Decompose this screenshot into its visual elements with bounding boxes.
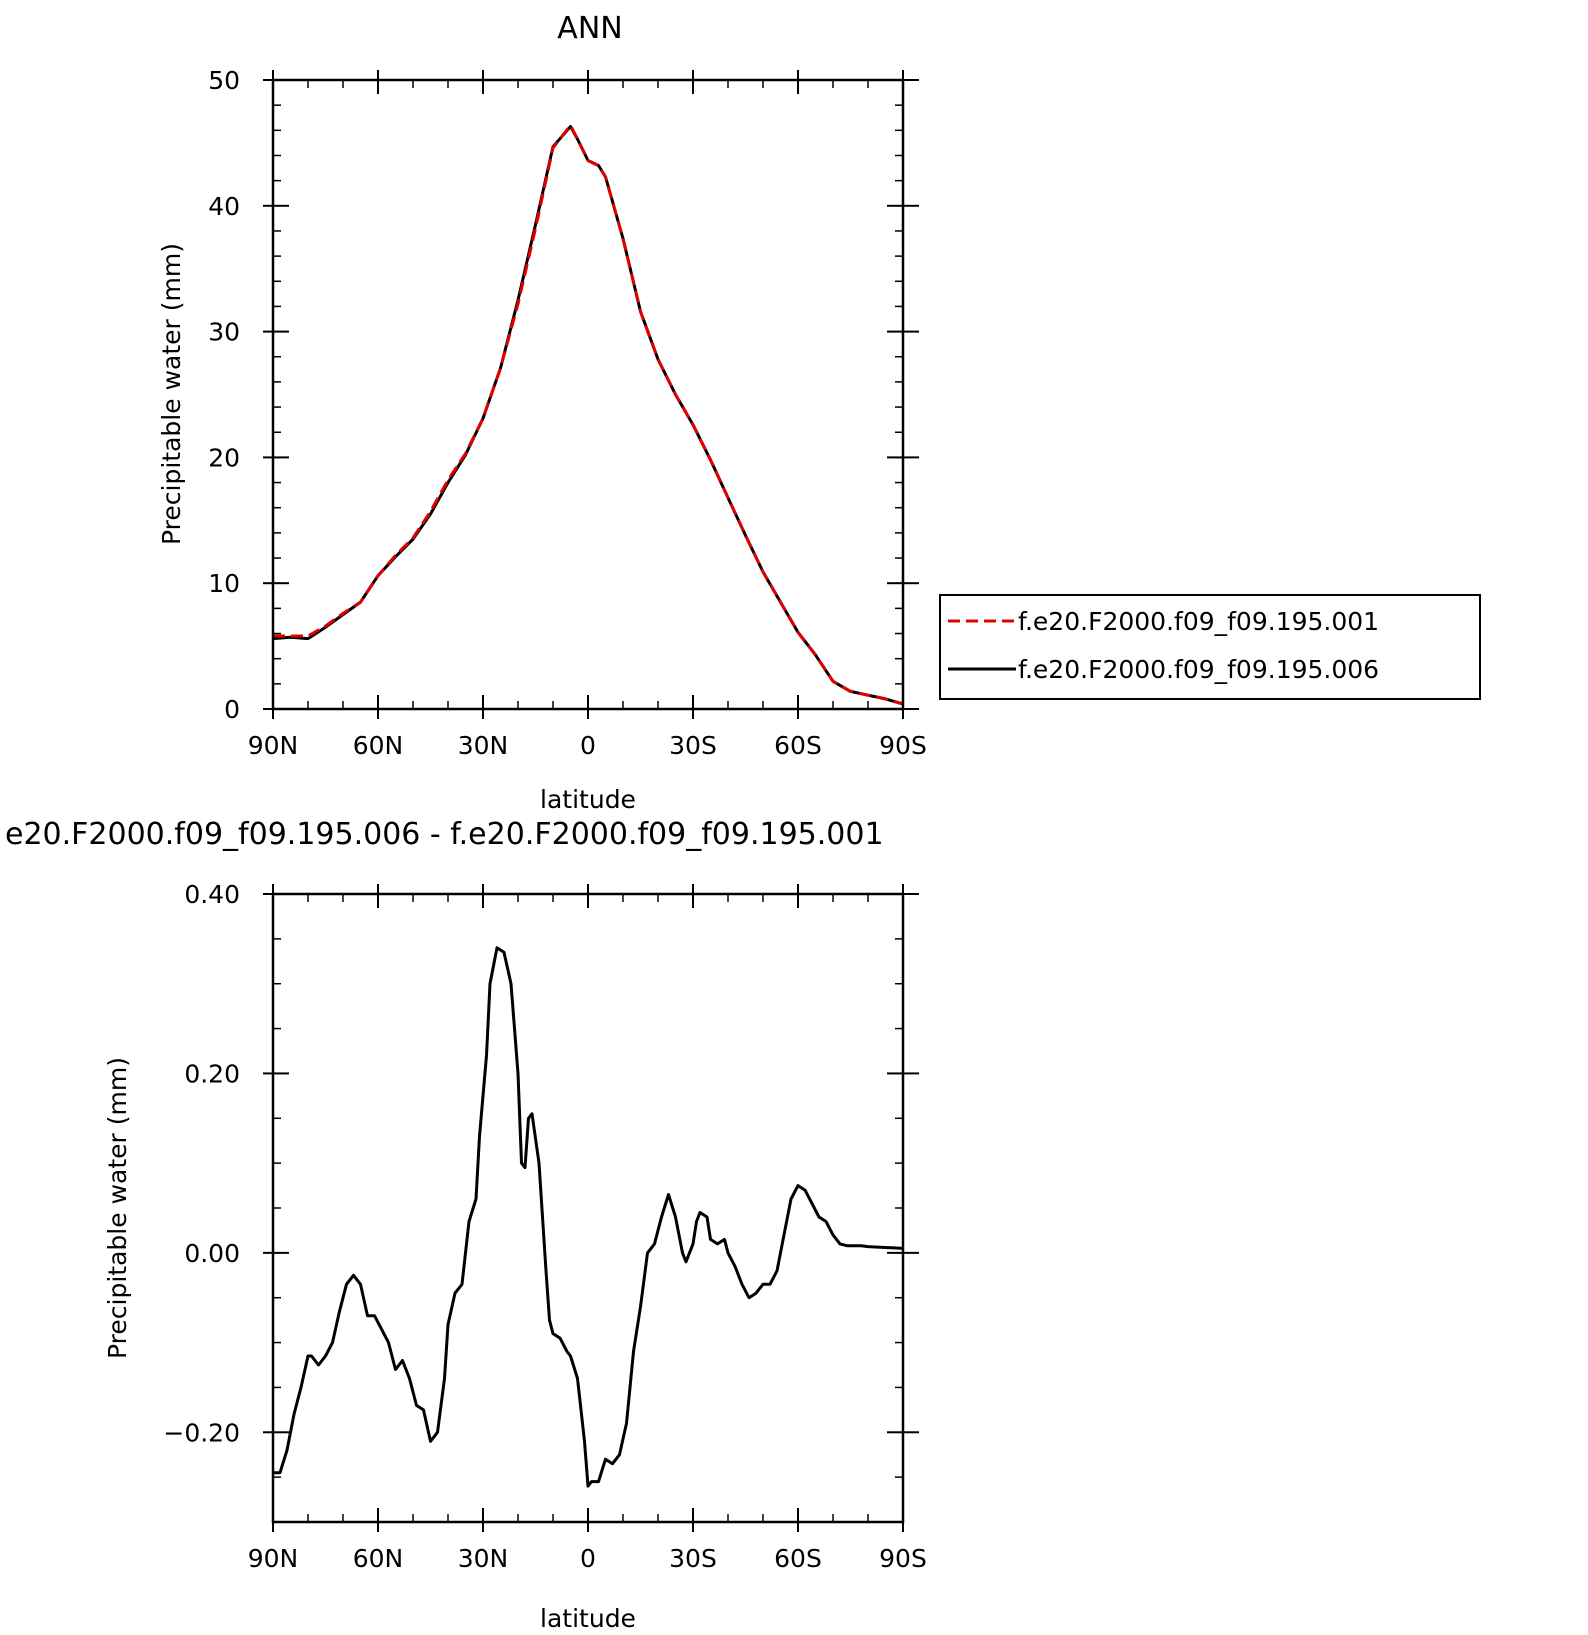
top-x-tick-label: 60S [774,731,822,760]
legend: f.e20.F2000.f09_f09.195.001 f.e20.F2000.… [939,594,1481,700]
top-panel: ANN 90N 60N 30N 0 30S 60S 90S 0 10 20 30 40 50 latit… [157,11,1481,814]
bottom-x-axis-label: latitude [540,1604,636,1633]
top-y-tick-label: 0 [224,695,240,724]
bottom-x-tick-label: 0 [580,1544,596,1573]
top-x-tick-label: 30S [669,731,717,760]
top-ticks [263,70,919,719]
top-y-tick-label: 10 [208,569,240,598]
bottom-x-tick-label: 90S [879,1544,927,1573]
top-y-tick-label: 50 [208,66,240,95]
bottom-y-tick-label: 0.00 [184,1239,240,1268]
bottom-x-tick-label: 60S [774,1544,822,1573]
bottom-x-tick-label: 30N [458,1544,509,1573]
bottom-tick-labels: 90N 60N 30N 0 30S 60S 90S 0.40 0.20 0.00 −0.20 [163,880,926,1573]
legend-label-series-2: f.e20.F2000.f09_f09.195.006 [1018,655,1379,684]
top-y-tick-label: 20 [208,443,240,472]
top-x-tick-label: 60N [353,731,404,760]
top-series-lines [272,123,904,706]
bottom-x-tick-label: 60N [353,1544,404,1573]
top-x-tick-label: 90S [879,731,927,760]
top-x-tick-label: 0 [580,731,596,760]
bottom-y-tick-label: 0.40 [184,880,240,909]
top-y-axis-label: Precipitable water (mm) [157,243,186,545]
bottom-x-tick-label: 30S [669,1544,717,1573]
top-x-tick-label: 90N [248,731,299,760]
legend-box [939,594,1481,700]
top-x-tick-label: 30N [458,731,509,760]
bottom-chart-title: e20.F2000.f09_f09.195.006 - f.e20.F2000.… [5,817,884,852]
bottom-y-tick-label: −0.20 [163,1418,240,1447]
top-y-tick-label: 30 [208,318,240,347]
top-y-tick-label: 40 [208,192,240,221]
bottom-y-tick-label: 0.20 [184,1059,240,1088]
top-x-axis-label: latitude [540,785,636,814]
bottom-series-1-line [273,946,904,1488]
top-series-1-line [273,123,904,706]
bottom-series-lines [273,946,904,1488]
top-tick-labels: 90N 60N 30N 0 30S 60S 90S 0 10 20 30 40 50 [208,66,927,760]
legend-label-series-1: f.e20.F2000.f09_f09.195.001 [1018,607,1379,636]
top-plot-frame [271,78,905,711]
bottom-y-axis-label: Precipitable water (mm) [103,1057,132,1359]
bottom-x-tick-label: 90N [248,1544,299,1573]
top-chart-title: ANN [557,11,622,46]
bottom-panel: e20.F2000.f09_f09.195.006 - f.e20.F2000.… [5,817,927,1633]
bottom-plot-frame [271,892,905,1524]
